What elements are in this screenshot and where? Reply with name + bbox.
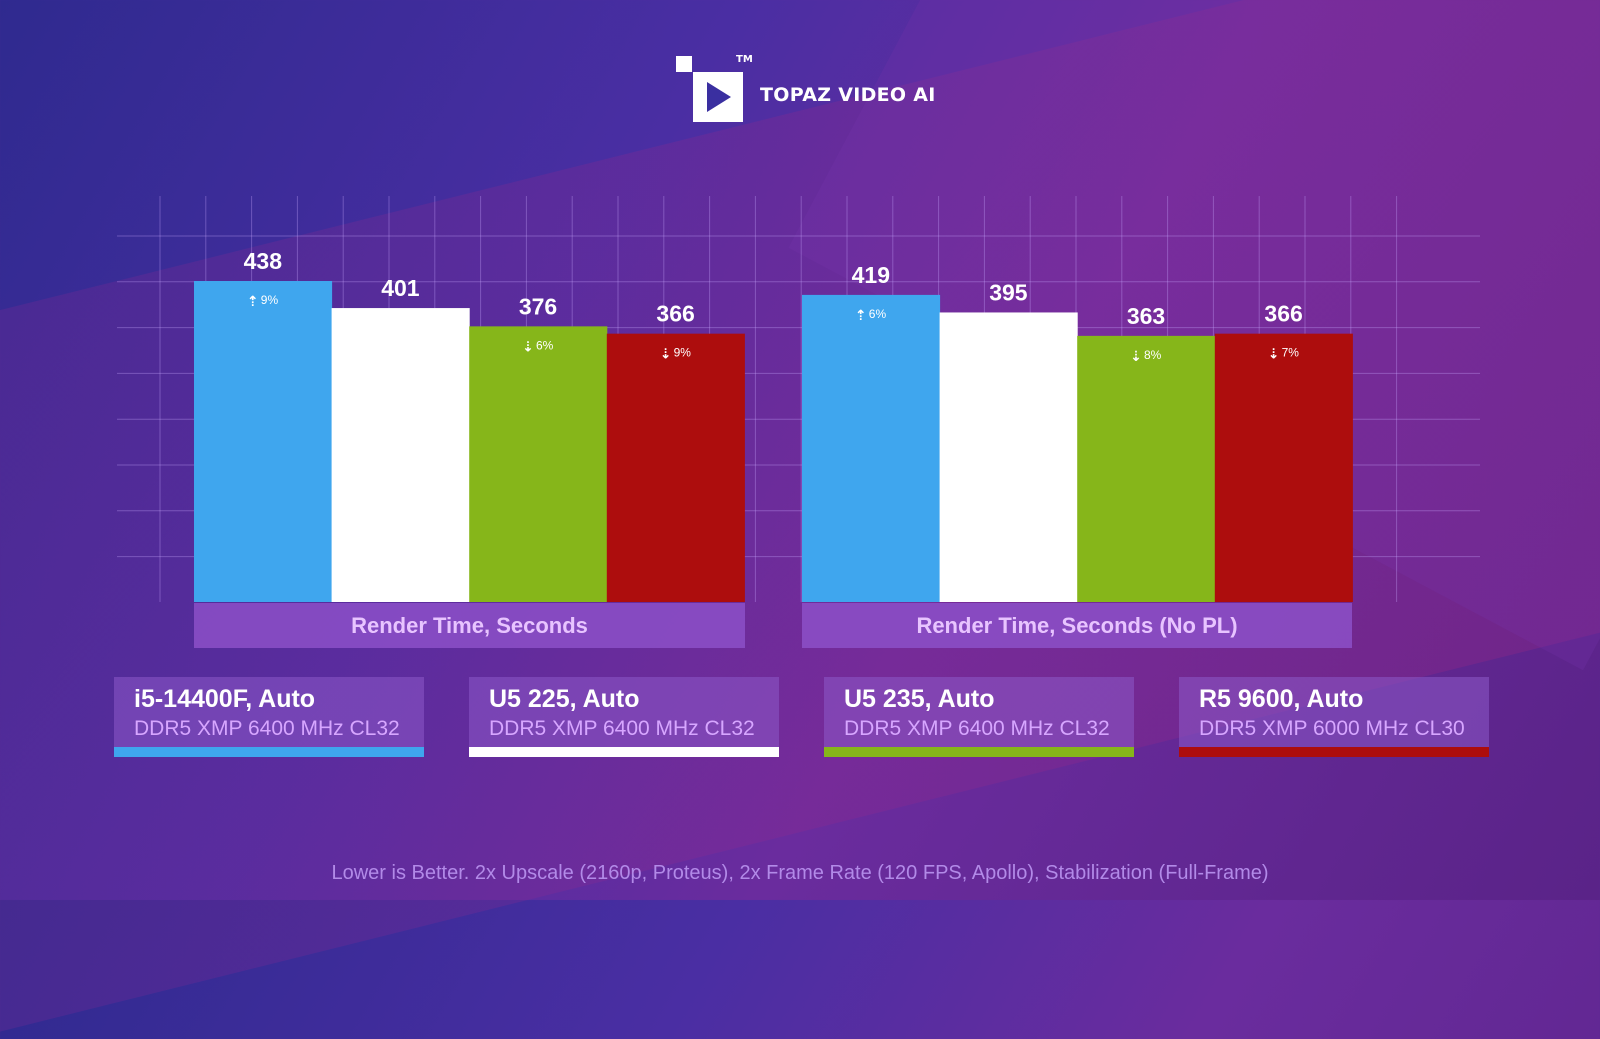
logo-small-square [676,56,692,72]
bar-value-label: 376 [519,293,557,319]
bar-value-label: 401 [381,275,420,301]
arrow-down-icon: ⇣ [660,347,672,363]
bar-value-label: 366 [1264,301,1302,327]
bar [469,326,608,602]
bar-value-label: 366 [656,301,694,327]
delta-percent-label: 7% [1282,346,1300,360]
group-label-render-time-no-pl: Render Time, Seconds (No PL) [802,603,1352,648]
legend-color-swatch [469,747,779,757]
bar-value-label: 395 [989,279,1028,305]
legend-item-i5-14400f: i5-14400F, Auto DDR5 XMP 6400 MHz CL32 [114,677,424,757]
bar [939,312,1078,602]
topaz-logo: TM TOPAZ VIDEO AI [676,54,976,124]
arrow-up-icon: ⇡ [247,294,259,310]
delta-percent-label: 8% [1144,348,1162,362]
bar [331,308,470,602]
delta-percent-label: 9% [261,293,279,307]
arrow-down-icon: ⇣ [1130,349,1142,365]
legend-name: i5-14400F, Auto [134,685,316,713]
footnote: Lower is Better. 2x Upscale (2160p, Prot… [331,862,1269,884]
arrow-down-icon: ⇣ [1268,347,1280,363]
logo-text: TOPAZ VIDEO AI [760,84,936,106]
legend-name: U5 225, Auto [489,685,640,713]
legend-spec: DDR5 XMP 6400 MHz CL32 [489,717,755,740]
legend-item-u5-235: U5 235, Auto DDR5 XMP 6400 MHz CL32 [824,677,1134,757]
legend-spec: DDR5 XMP 6400 MHz CL32 [134,717,400,740]
bar [606,333,745,602]
bar-value-label: 419 [852,262,890,288]
group-label-render-time: Render Time, Seconds [194,603,745,648]
legend-spec: DDR5 XMP 6000 MHz CL30 [1199,717,1465,740]
legend-color-swatch [824,747,1134,757]
legend-item-u5-225: U5 225, Auto DDR5 XMP 6400 MHz CL32 [469,677,779,757]
legend-name: U5 235, Auto [844,685,995,713]
bar [1077,335,1216,602]
delta-percent-label: 6% [869,307,887,321]
legend-color-swatch [114,747,424,757]
arrow-up-icon: ⇡ [855,308,867,324]
bar [1214,333,1353,602]
legend-color-swatch [1179,747,1489,757]
delta-percent-label: 9% [674,346,692,360]
bar-value-label: 363 [1127,303,1165,329]
legend-name: R5 9600, Auto [1199,685,1364,713]
legend-spec: DDR5 XMP 6400 MHz CL32 [844,717,1110,740]
bar [194,281,333,602]
play-icon [707,82,731,112]
bar [802,294,941,602]
bar-value-label: 438 [244,248,283,274]
logo-trademark: TM [736,54,753,65]
delta-percent-label: 6% [536,338,554,352]
arrow-down-icon: ⇣ [522,339,534,355]
legend-item-r5-9600: R5 9600, Auto DDR5 XMP 6000 MHz CL30 [1179,677,1489,757]
